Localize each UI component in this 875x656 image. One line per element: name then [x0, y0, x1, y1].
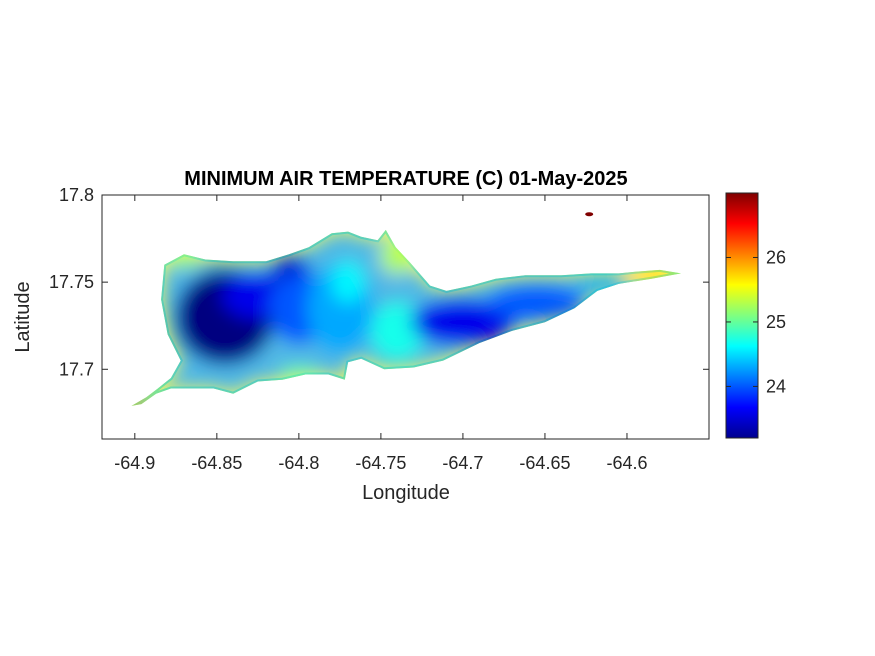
y-axis-ticks: 17.7 17.75 17.8	[49, 185, 709, 379]
x-axis-ticks: -64.9 -64.85 -64.8 -64.75 -64.7 -64.65 -64.6	[114, 195, 647, 473]
temperature-region-5	[331, 261, 365, 303]
y-axis-label: Latitude	[12, 281, 34, 352]
colorbar-tick-label: 24	[766, 376, 786, 396]
axes-frame	[101, 194, 710, 440]
colorbar-ticks: 24 25 26	[726, 247, 786, 396]
y-tick-label: 17.8	[59, 185, 94, 205]
x-tick-label: -64.7	[442, 453, 483, 473]
y-tick-label: 17.75	[49, 272, 94, 292]
temperature-blobs	[131, 229, 682, 406]
colorbar-gradient	[725, 192, 759, 439]
temperature-region-6	[371, 303, 424, 359]
island-clip-group	[131, 229, 682, 406]
x-tick-label: -64.6	[606, 453, 647, 473]
x-tick-label: -64.85	[191, 453, 242, 473]
colorbar-tick-label: 26	[766, 247, 786, 267]
island-temperature-field	[131, 212, 682, 406]
x-tick-label: -64.8	[278, 453, 319, 473]
islet	[585, 212, 594, 217]
x-tick-label: -64.9	[114, 453, 155, 473]
plot-area: -64.9 -64.85 -64.8 -64.75 -64.7 -64.65 -64.6 1…	[49, 185, 710, 473]
axes-border	[101, 194, 710, 440]
x-axis-label: Longitude	[362, 482, 450, 504]
x-tick-label: -64.75	[355, 453, 406, 473]
x-tick-label: -64.65	[519, 453, 570, 473]
temperature-region-7	[410, 299, 516, 345]
colorbar: 24 25 26	[725, 192, 786, 439]
chart-title: MINIMUM AIR TEMPERATURE (C) 01-May-2025	[184, 168, 627, 190]
colorbar-tick-label: 25	[766, 312, 786, 332]
y-tick-label: 17.7	[59, 359, 94, 379]
temperature-region-8	[487, 285, 586, 321]
